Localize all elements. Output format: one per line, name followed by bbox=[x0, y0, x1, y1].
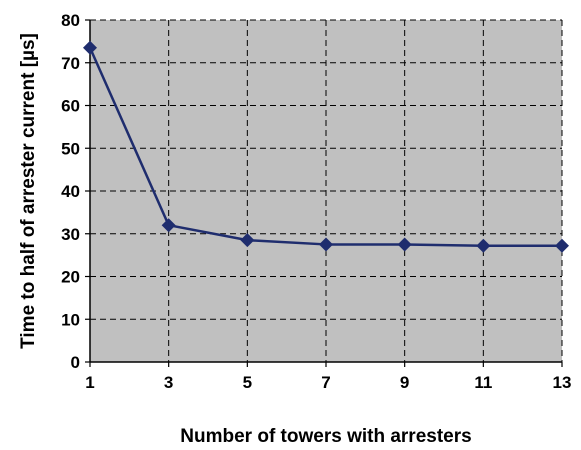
y-tick-label: 0 bbox=[71, 353, 80, 372]
y-tick-label: 10 bbox=[61, 310, 80, 329]
x-tick-label: 11 bbox=[474, 373, 492, 392]
grid-lines bbox=[90, 19, 563, 362]
data-point-marker bbox=[83, 40, 97, 55]
data-point-marker bbox=[161, 218, 176, 233]
y-tick-label: 70 bbox=[61, 54, 80, 73]
x-tick-label: 5 bbox=[243, 373, 252, 392]
data-point-marker bbox=[319, 237, 333, 252]
y-tick-label: 40 bbox=[61, 182, 80, 201]
y-tick-label: 30 bbox=[61, 225, 80, 244]
data-point-marker bbox=[397, 237, 412, 252]
x-axis-title: Number of towers with arresters bbox=[180, 426, 471, 447]
x-tick-label: 7 bbox=[321, 373, 330, 392]
data-point-marker bbox=[476, 238, 491, 253]
axes bbox=[85, 19, 563, 367]
y-tick-label: 20 bbox=[61, 268, 80, 287]
x-tick-label: 3 bbox=[164, 373, 173, 392]
x-tick-label: 1 bbox=[85, 373, 94, 392]
y-tick-label: 60 bbox=[61, 97, 80, 116]
x-tick-label: 9 bbox=[400, 373, 409, 392]
data-point-marker bbox=[240, 233, 255, 248]
y-tick-label: 80 bbox=[61, 11, 80, 30]
y-axis-title: Time to half of arrester current [µs] bbox=[18, 33, 39, 349]
y-tick-label: 50 bbox=[61, 139, 80, 158]
series-layer bbox=[83, 40, 569, 253]
data-point-marker bbox=[555, 238, 569, 253]
x-tick-label: 13 bbox=[553, 373, 572, 392]
